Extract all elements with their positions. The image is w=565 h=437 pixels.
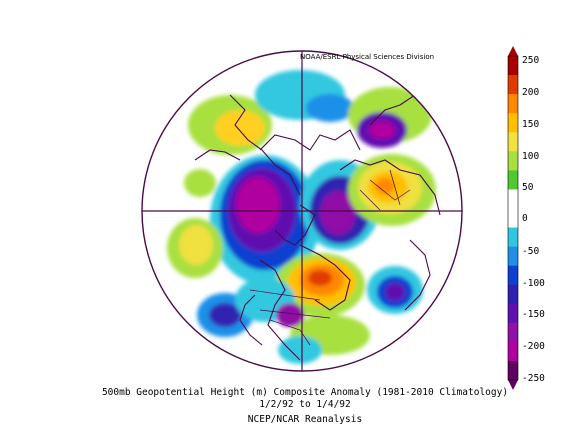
colorbar-label: -100 [522, 278, 545, 289]
colorbar-swatch [508, 246, 518, 267]
coastlines [194, 94, 441, 361]
colorbar-swatch [508, 189, 518, 209]
map-boundary [141, 50, 463, 372]
colorbar-swatch [508, 341, 518, 362]
credit-text: NOAA/ESRL Physical Sciences Division [300, 53, 435, 61]
colorbar-label: 50 [522, 182, 534, 193]
colorbar-frame [507, 55, 519, 381]
colorbar-swatch [508, 132, 518, 152]
colorbar-swatch [508, 56, 518, 76]
caption-source: NCEP/NCAR Reanalysis [247, 414, 363, 425]
colorbar-swatch [508, 284, 518, 305]
caption-title: 500mb Geopotential Height (m) Composite … [101, 387, 509, 398]
colorbar-label: 0 [522, 213, 528, 224]
colorbar-label: -200 [522, 341, 545, 352]
colorbar-swatch [508, 208, 518, 229]
colorbar-label: 150 [522, 119, 540, 130]
colorbar-label: -50 [522, 246, 540, 257]
colorbar-swatch [508, 170, 518, 190]
colorbar-swatch [508, 113, 518, 133]
caption-dates: 1/2/92 to 1/4/92 [259, 399, 351, 410]
colorbar-arrow-bottom [508, 380, 518, 390]
colorbar-swatch [508, 360, 518, 381]
colorbar-swatch [508, 265, 518, 286]
colorbar-label: 250 [522, 55, 540, 66]
colorbar-swatch [508, 151, 518, 171]
colorbar-swatch [508, 75, 518, 95]
colorbar-swatch [508, 303, 518, 324]
colorbar-label: -150 [522, 309, 545, 320]
colorbar-swatch [508, 94, 518, 114]
colorbar-swatch [508, 322, 518, 343]
colorbar [507, 46, 519, 390]
colorbar-swatch [508, 227, 518, 248]
colorbar-arrow-top [508, 46, 518, 56]
colorbar-label: 200 [522, 87, 540, 98]
colorbar-label: 100 [522, 151, 540, 162]
colorbar-label: -250 [522, 373, 545, 384]
